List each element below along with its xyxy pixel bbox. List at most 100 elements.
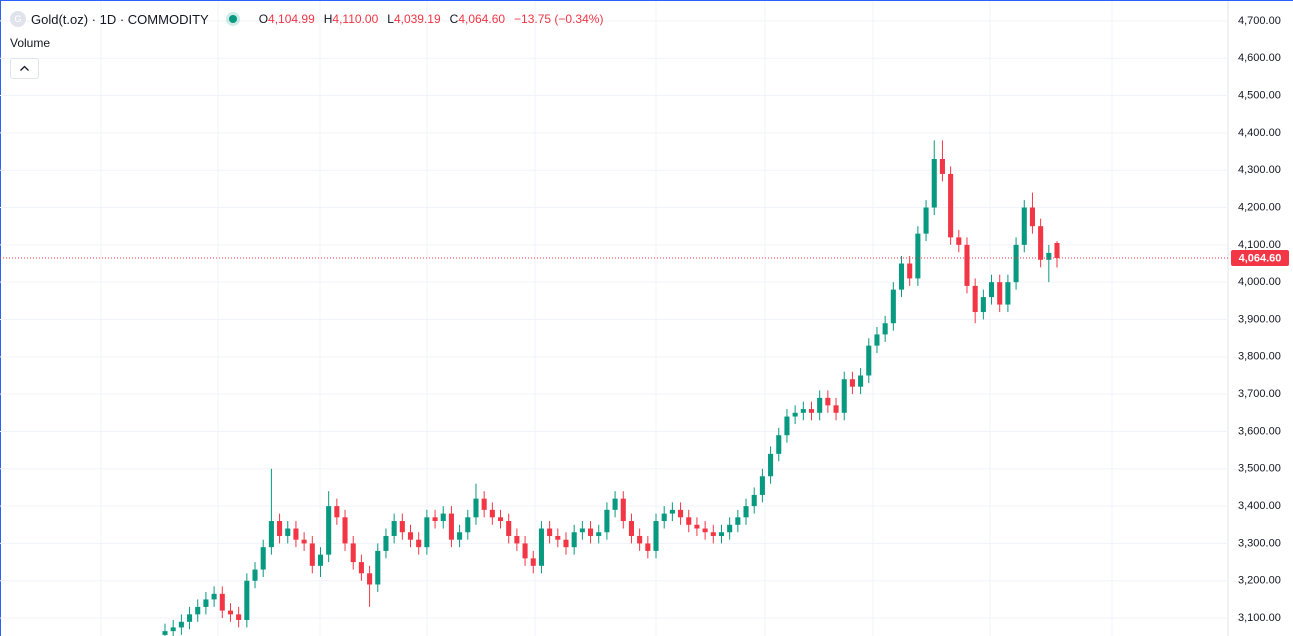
- candle-body: [898, 263, 905, 290]
- candle-body: [792, 412, 798, 417]
- candle-body: [489, 509, 495, 518]
- candle-body: [555, 535, 561, 540]
- time-grid: [100, 0, 1113, 636]
- y-tick-label: 4,100.00: [1238, 239, 1281, 251]
- candle-body: [1046, 252, 1052, 260]
- ohlc-value: 4,110.00: [332, 12, 379, 26]
- y-tick-label: 3,600.00: [1238, 425, 1281, 437]
- candle-body: [547, 528, 553, 536]
- candle-body: [170, 627, 176, 632]
- candle-body: [326, 506, 332, 555]
- candle-body: [178, 621, 184, 628]
- candle-body: [628, 521, 634, 536]
- candle-body: [252, 569, 258, 581]
- y-tick-label: 4,700.00: [1238, 15, 1281, 27]
- y-tick-label: 4,500.00: [1238, 89, 1281, 101]
- symbol-icon: G: [10, 11, 26, 27]
- candle-body: [571, 532, 577, 548]
- candle-body: [890, 289, 896, 324]
- ohlc-label: L: [387, 12, 394, 26]
- market-status[interactable]: [228, 15, 237, 23]
- y-tick-label: 3,500.00: [1238, 463, 1281, 475]
- ohlc-value: 4,064.60: [458, 12, 506, 26]
- candles: [162, 140, 1060, 636]
- candle-body: [645, 543, 651, 551]
- y-tick-label: 3,400.00: [1238, 500, 1281, 512]
- candle-body: [841, 379, 847, 413]
- candle-body: [260, 547, 266, 570]
- candle-body: [309, 543, 315, 566]
- y-tick-label: 3,200.00: [1238, 575, 1281, 587]
- candle-body: [596, 532, 602, 536]
- candle-body: [227, 610, 234, 615]
- candle-body: [391, 521, 397, 536]
- candle-body: [1021, 207, 1027, 245]
- candle-body: [923, 207, 929, 234]
- candle-body: [768, 453, 774, 477]
- candle-body: [473, 498, 479, 518]
- candle-body: [195, 606, 201, 615]
- candle-body: [448, 513, 454, 540]
- candle-body: [972, 285, 978, 313]
- candle-body: [277, 521, 283, 536]
- candle-body: [481, 498, 487, 510]
- ohlc-legend: O 4,104.99 H 4,110.00 L 4,039.19 C 4,064.60: [259, 12, 514, 26]
- candle-body: [727, 524, 733, 533]
- candle-body: [800, 409, 806, 413]
- candle-body: [522, 543, 528, 559]
- y-tick-label: 3,800.00: [1238, 351, 1281, 363]
- indicator-name[interactable]: Volume: [10, 36, 51, 50]
- candle-body: [817, 397, 823, 413]
- candle-body: [293, 528, 299, 540]
- candle-body: [702, 528, 708, 533]
- candle-body: [1013, 244, 1019, 283]
- candle-body: [211, 593, 217, 600]
- candle-body: [637, 535, 643, 544]
- last-price-box: [1231, 250, 1289, 267]
- candle-body: [1029, 207, 1035, 227]
- candle-body: [203, 599, 209, 607]
- candle-body: [465, 517, 471, 533]
- candle-body: [808, 409, 815, 413]
- candle-body: [432, 517, 438, 522]
- candle-body: [825, 397, 831, 406]
- symbol-title[interactable]: Gold(t.oz) · 1D · COMMODITY: [31, 11, 209, 27]
- candle-body: [407, 532, 414, 540]
- candle-body: [563, 539, 569, 548]
- candle-body: [236, 614, 242, 620]
- y-tick-label: 3,700.00: [1238, 388, 1281, 400]
- candle-body: [678, 509, 684, 518]
- candle-body: [686, 517, 692, 525]
- candle-body: [579, 528, 585, 533]
- candle-body: [759, 476, 765, 495]
- ohlc-value: 4,104.99: [268, 12, 315, 26]
- ohlc-label: O: [258, 12, 269, 26]
- candle-body: [833, 405, 839, 413]
- candle-body: [1038, 226, 1044, 260]
- candle-body: [718, 532, 725, 536]
- candle-body: [612, 498, 618, 510]
- candle-body: [620, 498, 626, 522]
- candle-body: [424, 517, 430, 548]
- ohlc-label: H: [323, 12, 333, 26]
- candle-body: [751, 494, 757, 507]
- candle-body: [710, 532, 716, 536]
- candle-body: [931, 159, 937, 208]
- candle-body: [440, 513, 446, 522]
- candle-body: [268, 521, 274, 548]
- candle-body: [784, 416, 790, 436]
- candle-body: [874, 334, 880, 346]
- y-tick-label: 4,600.00: [1238, 52, 1281, 64]
- candle-body: [988, 282, 995, 298]
- collapse-button[interactable]: [10, 58, 39, 79]
- candle-body: [317, 554, 324, 566]
- candle-body: [342, 517, 348, 544]
- y-tick-label: 3,900.00: [1238, 313, 1281, 325]
- candle-body: [669, 509, 675, 514]
- candle-body: [858, 375, 864, 387]
- candle-body: [514, 535, 520, 544]
- candle-body: [915, 233, 921, 279]
